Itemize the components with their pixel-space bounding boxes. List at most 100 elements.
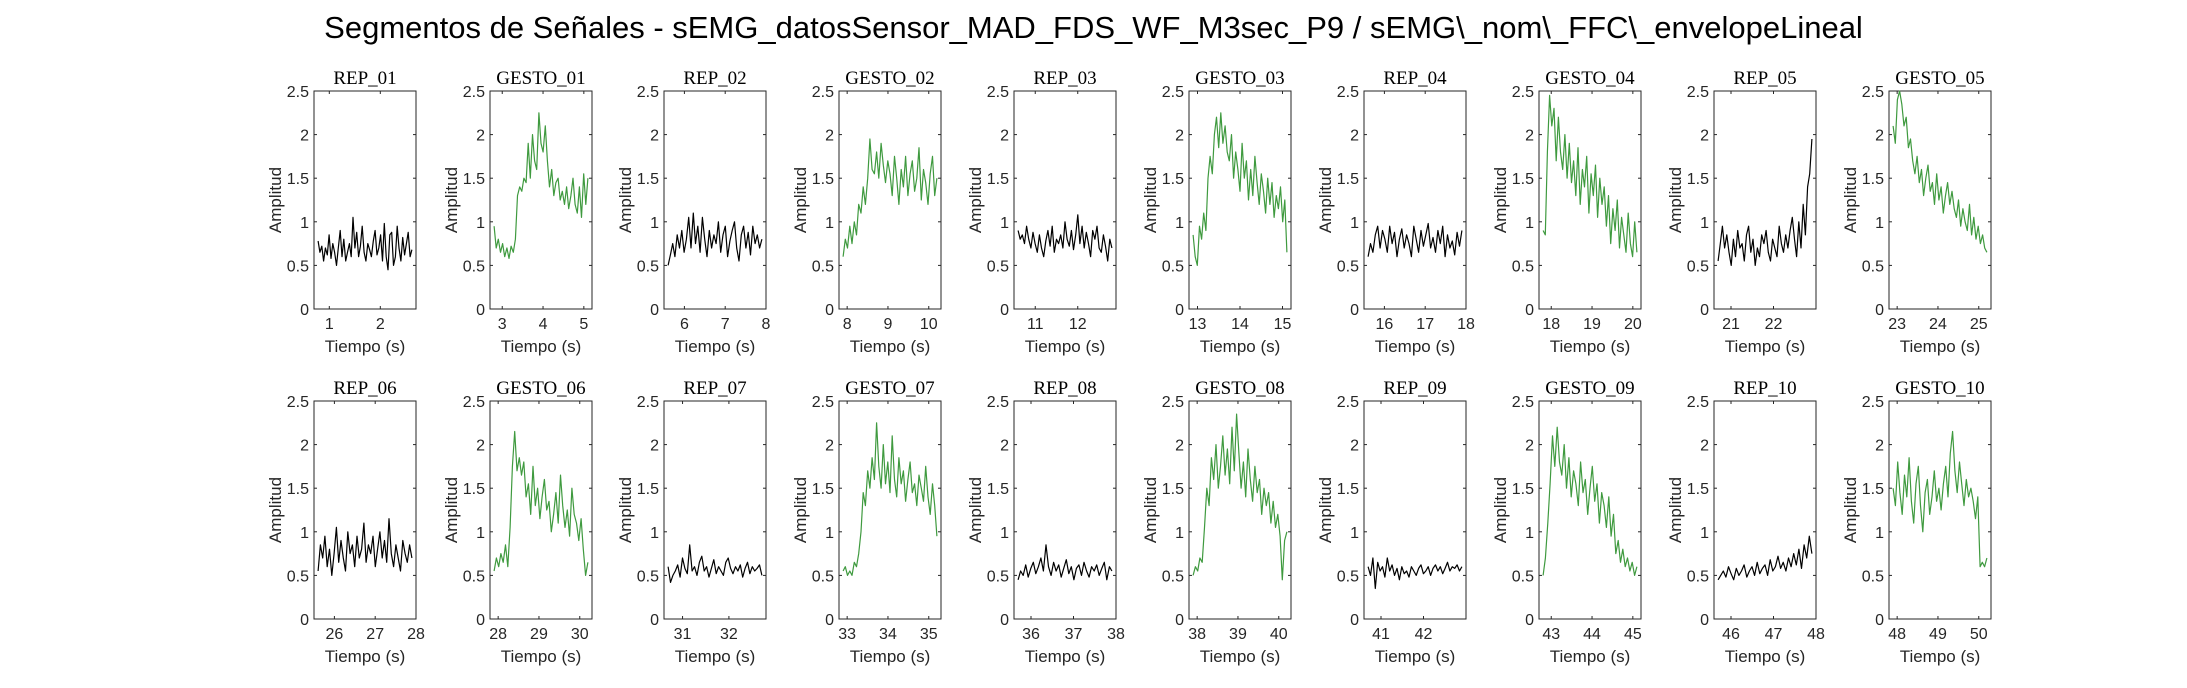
y-axis-label: Amplitud	[1316, 477, 1335, 543]
subplot-title: REP_03	[1033, 68, 1096, 89]
x-tick-label: 50	[1970, 626, 1988, 643]
y-tick-label: 2	[1175, 128, 1184, 145]
y-tick-label: 2.5	[287, 84, 309, 101]
y-tick-label: 2.5	[1862, 84, 1884, 101]
y-tick-label: 1.5	[1687, 171, 1709, 188]
x-axis-label: Tiempo (s)	[1375, 647, 1456, 666]
signal-line	[317, 216, 413, 271]
subplot-title: GESTO_03	[1195, 68, 1284, 89]
subplot-title: GESTO_09	[1545, 378, 1634, 399]
axes-box	[313, 90, 417, 310]
y-tick-label: 0.5	[1687, 568, 1709, 585]
y-tick-label: 1.5	[812, 481, 834, 498]
y-tick-label: 1	[1700, 525, 1709, 542]
y-tick-label: 2	[1700, 438, 1709, 455]
x-axis-label: Tiempo (s)	[501, 337, 582, 356]
subplot-title: REP_08	[1033, 378, 1096, 399]
axes-box	[1363, 400, 1467, 620]
y-tick-label: 0	[1350, 302, 1359, 319]
y-tick-label: 2.5	[1862, 394, 1884, 411]
signal-line	[1367, 222, 1463, 258]
y-axis-label: Amplitud	[266, 167, 285, 233]
signal-line	[1017, 214, 1113, 262]
y-tick-label: 1	[650, 525, 659, 542]
y-tick-label: 2.5	[1512, 394, 1534, 411]
x-tick-label: 11	[1027, 316, 1044, 333]
x-tick-label: 26	[326, 626, 344, 643]
x-tick-label: 31	[674, 626, 692, 643]
y-tick-label: 1.5	[463, 171, 485, 188]
x-tick-label: 14	[1231, 316, 1249, 333]
x-tick-label: 4	[539, 316, 548, 333]
x-tick-label: 19	[1583, 316, 1601, 333]
subplot-title: REP_02	[683, 68, 746, 89]
y-tick-label: 2.5	[287, 394, 309, 411]
y-tick-label: 1	[1525, 525, 1534, 542]
y-tick-label: 1.5	[1337, 171, 1359, 188]
subplot: REP_05 0 0.5 1 1.5 2 2.5 21 22 Tiempo (s) Amplitud	[1666, 68, 1817, 356]
x-tick-label: 44	[1583, 626, 1601, 643]
y-tick-label: 1.5	[637, 171, 659, 188]
signal-line	[493, 112, 589, 259]
y-axis-label: Amplitud	[1316, 167, 1335, 233]
y-tick-label: 2.5	[1162, 84, 1184, 101]
axes-box	[1013, 90, 1117, 310]
x-tick-label: 40	[1270, 626, 1288, 643]
y-tick-label: 1	[1175, 215, 1184, 232]
y-tick-label: 1	[825, 215, 834, 232]
signal-line	[1192, 413, 1288, 581]
x-axis-label: Tiempo (s)	[1725, 647, 1806, 666]
subplot: GESTO_10 0 0.5 1 1.5 2 2.5 48 49 50 Tiempo (s) Ampl…	[1841, 378, 1992, 666]
x-axis-label: Tiempo (s)	[675, 647, 756, 666]
y-tick-label: 2	[1350, 438, 1359, 455]
subplot-title: REP_07	[683, 378, 746, 399]
y-tick-label: 0.5	[1862, 568, 1884, 585]
axes-box	[1713, 90, 1817, 310]
x-tick-label: 3	[498, 316, 507, 333]
subplot: REP_07 0 0.5 1 1.5 2 2.5 31 32 Tiempo (s) Amplitud	[616, 378, 767, 666]
y-tick-label: 2	[476, 128, 485, 145]
y-tick-label: 0	[300, 302, 309, 319]
y-tick-label: 0.5	[463, 568, 485, 585]
x-axis-label: Tiempo (s)	[1025, 337, 1106, 356]
x-tick-label: 34	[879, 626, 897, 643]
y-axis-label: Amplitud	[791, 477, 810, 543]
x-tick-label: 29	[530, 626, 548, 643]
y-tick-label: 0	[1350, 612, 1359, 629]
signal-line	[1017, 544, 1113, 581]
signal-line	[1192, 112, 1288, 266]
y-axis-label: Amplitud	[1491, 167, 1510, 233]
x-tick-label: 6	[680, 316, 689, 333]
subplot: GESTO_01 0 0.5 1 1.5 2 2.5 3 4 5 Tiempo (s) Amplitu…	[442, 68, 593, 356]
signal-line	[1542, 94, 1638, 258]
x-tick-label: 32	[720, 626, 738, 643]
y-tick-label: 1	[476, 525, 485, 542]
axes-box	[838, 90, 942, 310]
subplot: REP_01 0 0.5 1 1.5 2 2.5 1 2 Tiempo (s) Amplitud	[266, 68, 417, 356]
axes-box	[1888, 400, 1992, 620]
y-tick-label: 1.5	[637, 481, 659, 498]
y-tick-label: 2.5	[812, 394, 834, 411]
subplot: GESTO_09 0 0.5 1 1.5 2 2.5 43 44 45 Tiempo (s) Ampl…	[1491, 378, 1642, 666]
subplot-title: GESTO_06	[496, 378, 585, 399]
subplot: GESTO_07 0 0.5 1 1.5 2 2.5 33 34 35 Tiempo (s) Ampl…	[791, 378, 942, 666]
y-tick-label: 2.5	[637, 394, 659, 411]
subplot-title: GESTO_07	[845, 378, 934, 399]
y-axis-label: Amplitud	[616, 477, 635, 543]
x-tick-label: 17	[1416, 316, 1434, 333]
y-tick-label: 1.5	[1862, 171, 1884, 188]
y-tick-label: 0	[1175, 612, 1184, 629]
subplot-title: GESTO_02	[845, 68, 934, 89]
x-tick-label: 45	[1624, 626, 1642, 643]
signal-line	[317, 518, 413, 577]
y-tick-label: 0.5	[1337, 258, 1359, 275]
x-tick-label: 5	[579, 316, 588, 333]
y-tick-label: 2	[476, 438, 485, 455]
x-tick-label: 28	[407, 626, 425, 643]
subplot-title: REP_10	[1733, 378, 1796, 399]
y-tick-label: 2	[1875, 128, 1884, 145]
x-tick-label: 24	[1929, 316, 1947, 333]
y-tick-label: 2	[1525, 128, 1534, 145]
y-tick-label: 1	[825, 525, 834, 542]
